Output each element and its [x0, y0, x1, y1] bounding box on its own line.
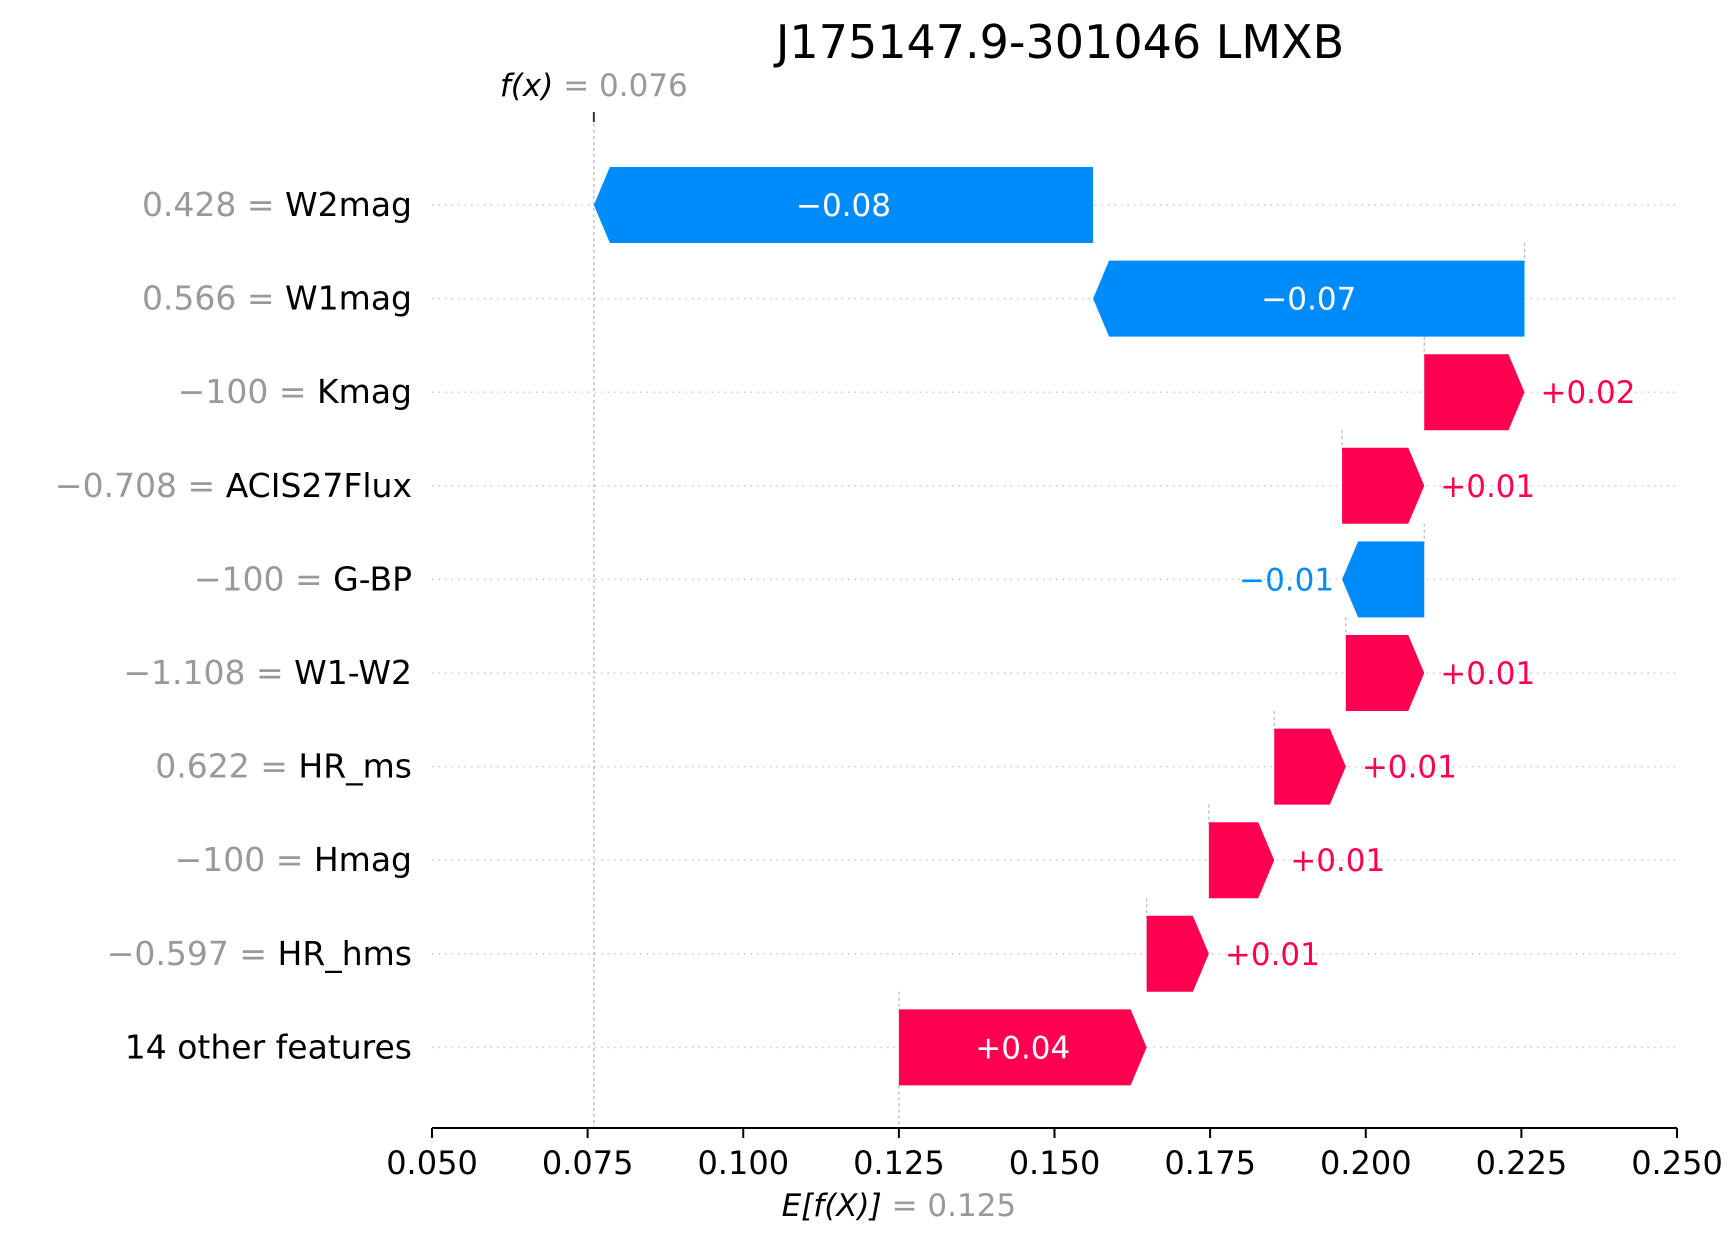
x-tick-label: 0.100 — [697, 1144, 789, 1182]
feature-label: −0.708 = ACIS27Flux — [55, 466, 412, 505]
bar-value-label: −0.07 — [1261, 282, 1356, 318]
bar-value-label: +0.01 — [1225, 937, 1320, 973]
feature-label: 14 other features — [125, 1027, 412, 1066]
feature-label: 0.428 = W2mag — [142, 185, 412, 224]
bars: −0.08 −0.07 +0.02 +0.01 −0.01 +0.01 +0.01 +0.01… — [593, 167, 1635, 1086]
waterfall-bar-1 — [593, 167, 1094, 243]
chart-title: J175147.9-301046 LMXB — [773, 15, 1344, 69]
x-tick-label: 0.225 — [1476, 1144, 1568, 1182]
waterfall-bar-5 — [1342, 541, 1425, 618]
bar-value-label: −0.01 — [1239, 562, 1334, 598]
waterfall-bar-10 — [898, 1009, 1147, 1086]
x-tick-label: 0.125 — [853, 1144, 945, 1182]
x-tick-label: 0.200 — [1320, 1144, 1412, 1182]
x-tick-label: 0.150 — [1009, 1144, 1101, 1182]
waterfall-bar-6 — [1345, 635, 1425, 711]
x-tick-label: 0.250 — [1631, 1144, 1723, 1182]
x-tick-label: 0.175 — [1164, 1144, 1256, 1182]
x-tick-label: 0.050 — [386, 1144, 478, 1182]
waterfall-bar-2 — [1093, 260, 1525, 337]
feature-label: −100 = Kmag — [178, 372, 412, 411]
feature-label: −100 = Hmag — [175, 840, 412, 879]
bar-value-label: +0.01 — [1440, 656, 1535, 692]
value-markers: f(x) = 0.076 — [500, 68, 688, 122]
base-value-annotation: E[f(X)] = 0.125 — [782, 1188, 1017, 1224]
bar-value-label: +0.02 — [1540, 375, 1635, 411]
feature-label: 0.566 = W1mag — [142, 279, 412, 318]
bar-value-label: +0.01 — [1362, 750, 1457, 786]
bar-value-label: −0.08 — [796, 188, 891, 224]
bar-value-label: +0.01 — [1440, 469, 1535, 505]
x-axis: 0.050 0.075 0.100 0.125 0.150 0.175 0.200 0.225… — [386, 1127, 1723, 1224]
waterfall-bar-3 — [1424, 354, 1525, 431]
waterfall-bar-4 — [1342, 447, 1425, 524]
connector-lines — [593, 112, 1526, 1128]
feature-label: 0.622 = HR_ms — [155, 747, 412, 786]
bar-value-label: +0.01 — [1290, 843, 1385, 879]
x-tick-label: 0.075 — [542, 1144, 634, 1182]
fx-annotation: f(x) = 0.076 — [500, 68, 688, 104]
waterfall-bar-8 — [1208, 822, 1275, 899]
bar-value-label: +0.04 — [975, 1030, 1070, 1066]
feature-label: −0.597 = HR_hms — [107, 934, 412, 973]
waterfall-bar-7 — [1274, 728, 1346, 805]
feature-label: −1.108 = W1-W2 — [123, 653, 412, 692]
feature-label: −100 = G-BP — [194, 559, 412, 598]
waterfall-bar-9 — [1146, 915, 1209, 992]
feature-labels: 0.428 = W2mag 0.566 = W1mag −100 = Kmag −0.… — [55, 185, 412, 1066]
